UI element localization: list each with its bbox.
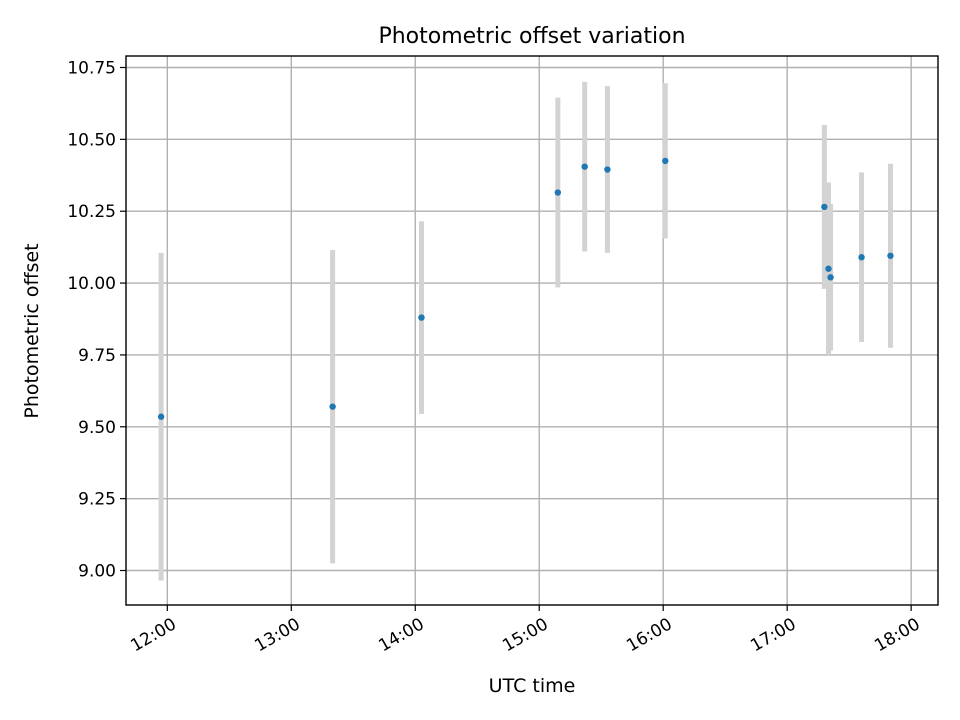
y-tick-label: 10.00 [67, 274, 116, 294]
y-axis: 9.00 9.25 9.50 9.75 10.00 10.25 10.50 10.75 [67, 58, 126, 582]
y-tick-label: 10.50 [67, 130, 116, 150]
plot-frame [125, 55, 939, 606]
data-points [157, 157, 894, 420]
y-tick-label: 9.50 [78, 418, 116, 438]
y-tick-label: 9.75 [78, 346, 116, 366]
data-point [329, 403, 336, 410]
y-tick-label: 10.25 [67, 202, 116, 222]
y-tick-label: 10.75 [67, 58, 116, 78]
x-axis-label: UTC time [489, 675, 576, 697]
grid [126, 56, 938, 605]
y-axis-label: Photometric offset [21, 243, 43, 418]
data-point [418, 314, 425, 321]
data-point [604, 166, 611, 173]
data-point [157, 413, 165, 420]
data-point [825, 265, 832, 272]
data-point [887, 252, 894, 259]
data-point [827, 274, 834, 281]
y-tick-label: 9.00 [78, 562, 116, 582]
chart-title: Photometric offset variation [378, 24, 685, 49]
data-point [821, 203, 828, 211]
data-point [662, 157, 669, 165]
data-point [554, 189, 562, 196]
y-tick-label: 9.25 [78, 490, 116, 510]
data-point [858, 254, 865, 261]
data-point [581, 163, 588, 170]
